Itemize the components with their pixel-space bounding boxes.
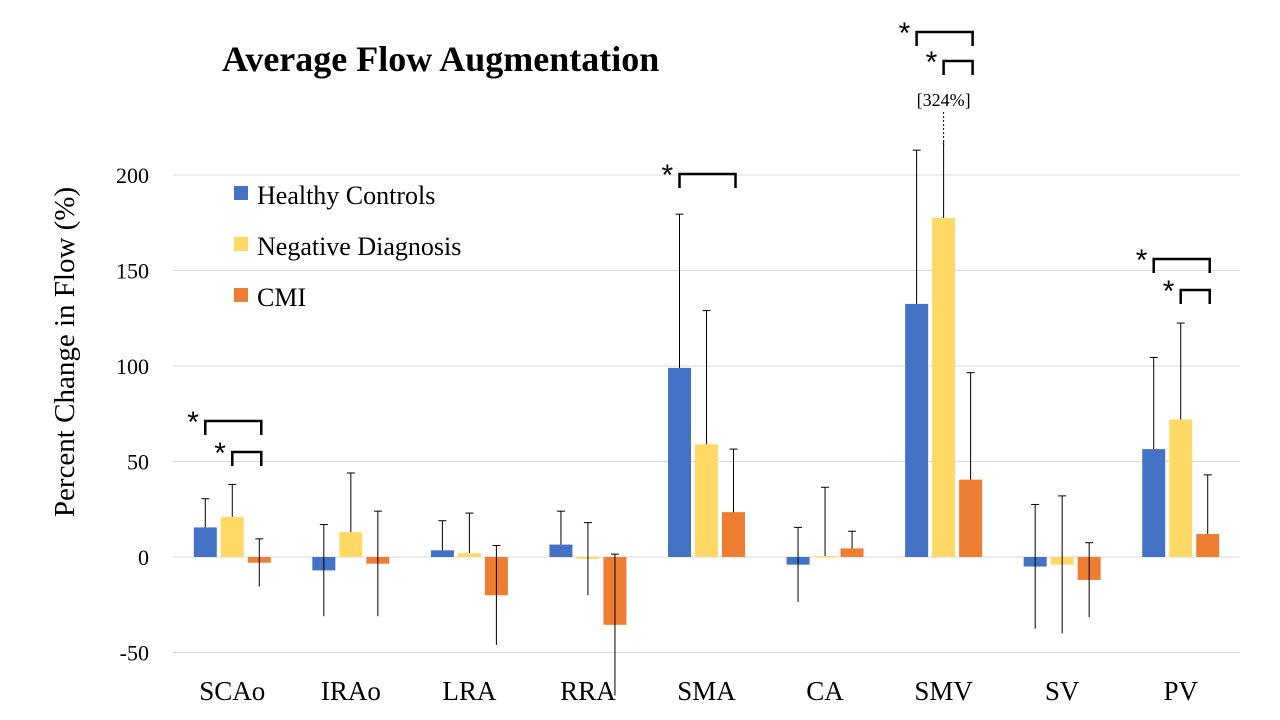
significance-star: * bbox=[1136, 244, 1148, 277]
y-axis-ticks: -50 0 50 100 150 200 bbox=[116, 163, 149, 666]
y-tick-label: -50 bbox=[120, 641, 149, 666]
y-tick-label: 150 bbox=[116, 259, 149, 284]
x-axis-categories: SCAo IRAo LRA RRA SMA CA SMV SV PV bbox=[199, 676, 1198, 706]
bar bbox=[549, 544, 573, 557]
y-axis-label: Percent Change in Flow (%) bbox=[49, 187, 81, 517]
significance-star: * bbox=[214, 437, 226, 470]
x-category-label: SMV bbox=[914, 676, 973, 706]
x-category-label: CA bbox=[806, 676, 844, 706]
bar bbox=[193, 527, 217, 557]
x-category-label: SCAo bbox=[199, 676, 265, 706]
significance-bracket bbox=[915, 30, 974, 46]
significance-bracket bbox=[1179, 288, 1211, 304]
x-category-label: SV bbox=[1045, 676, 1080, 706]
legend-swatch bbox=[234, 237, 248, 251]
bar bbox=[668, 367, 691, 557]
bar bbox=[959, 479, 983, 557]
significance-star: * bbox=[662, 159, 674, 192]
bar bbox=[695, 444, 718, 557]
x-category-label: LRA bbox=[442, 676, 497, 706]
bar bbox=[1142, 449, 1166, 557]
legend: Healthy Controls Negative Diagnosis CMI bbox=[234, 181, 461, 312]
significance-star: * bbox=[187, 406, 199, 439]
legend-label: CMI bbox=[257, 283, 306, 312]
significance-annotations: * * * * * * * [324%] bbox=[187, 17, 1211, 470]
x-category-label: IRAo bbox=[321, 676, 381, 706]
bar bbox=[840, 548, 864, 557]
x-category-label: PV bbox=[1163, 676, 1198, 706]
x-category-label: SMA bbox=[677, 676, 736, 706]
bar-series bbox=[193, 217, 1220, 625]
bar bbox=[813, 556, 837, 558]
x-category-label: RRA bbox=[560, 676, 616, 706]
significance-star: * bbox=[1163, 275, 1175, 308]
legend-swatch bbox=[234, 186, 248, 200]
bar bbox=[339, 532, 363, 557]
bar bbox=[722, 512, 745, 557]
significance-bracket bbox=[204, 419, 263, 435]
significance-bracket bbox=[231, 450, 263, 466]
chart-title: Average Flow Augmentation bbox=[222, 39, 659, 79]
overflow-note: [324%] bbox=[917, 90, 971, 110]
significance-bracket bbox=[1152, 257, 1211, 273]
error-bars bbox=[201, 140, 1212, 696]
significance-bracket bbox=[678, 172, 737, 188]
bar bbox=[905, 303, 929, 557]
bar bbox=[430, 550, 454, 557]
significance-star: * bbox=[926, 46, 938, 79]
legend-label: Healthy Controls bbox=[257, 181, 435, 210]
y-tick-label: 0 bbox=[138, 545, 149, 570]
y-tick-label: 100 bbox=[116, 354, 149, 379]
bar bbox=[457, 553, 481, 557]
legend-swatch bbox=[234, 288, 248, 302]
legend-label: Negative Diagnosis bbox=[257, 232, 461, 261]
bar bbox=[932, 217, 956, 557]
bar bbox=[1196, 534, 1220, 557]
significance-star: * bbox=[899, 17, 911, 50]
bar bbox=[1169, 419, 1193, 557]
y-tick-label: 50 bbox=[127, 450, 149, 475]
bar bbox=[220, 516, 244, 557]
y-tick-label: 200 bbox=[116, 163, 149, 188]
significance-bracket bbox=[942, 59, 974, 75]
